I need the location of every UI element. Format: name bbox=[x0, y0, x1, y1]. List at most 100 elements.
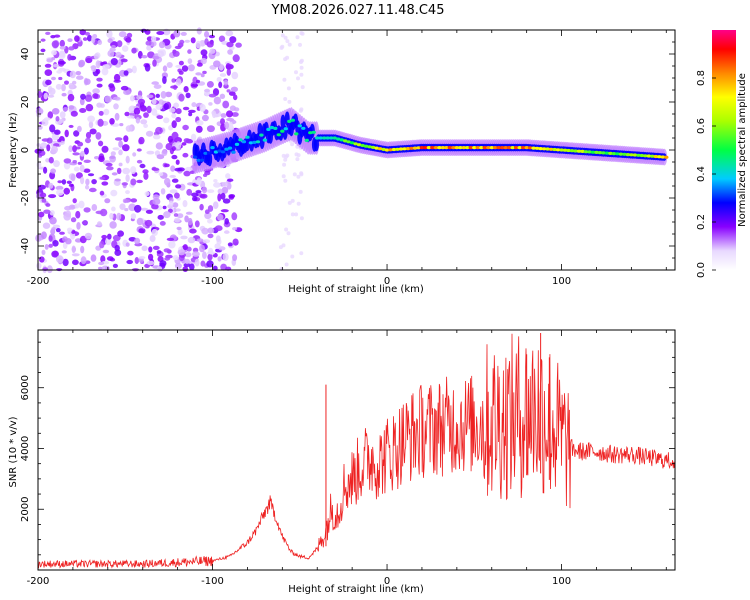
noise-blob bbox=[175, 116, 182, 123]
noise-blob bbox=[44, 117, 51, 121]
ridge-core bbox=[440, 146, 446, 150]
noise-blob bbox=[169, 107, 176, 113]
noise-blob bbox=[61, 250, 67, 254]
noise-blob bbox=[166, 237, 175, 241]
noise-blob bbox=[149, 235, 156, 242]
ridge-core bbox=[231, 150, 236, 154]
ridge-mid bbox=[207, 151, 213, 167]
ridge-core bbox=[559, 148, 564, 152]
noise-blob bbox=[65, 210, 72, 218]
noise-blob bbox=[221, 181, 229, 187]
noise-blob bbox=[228, 91, 236, 96]
noise-blob bbox=[85, 131, 92, 139]
noise-blob bbox=[112, 234, 121, 242]
noise-blob bbox=[206, 81, 214, 88]
noise-blob bbox=[137, 98, 146, 105]
noise-blob bbox=[113, 73, 121, 82]
noise-blob bbox=[59, 111, 66, 119]
noise-blob bbox=[79, 164, 85, 172]
noise-blob bbox=[172, 255, 179, 261]
noise-blob bbox=[156, 154, 165, 160]
noise-blob bbox=[48, 194, 57, 199]
noise-blob bbox=[220, 192, 226, 200]
noise-blob bbox=[183, 262, 191, 268]
noise-blob bbox=[283, 97, 288, 101]
ridge-core bbox=[322, 136, 327, 140]
noise-blob bbox=[202, 70, 207, 75]
noise-blob bbox=[118, 140, 123, 148]
noise-blob bbox=[211, 110, 217, 119]
noise-blob bbox=[72, 198, 77, 204]
noise-blob bbox=[178, 60, 184, 66]
noise-blob bbox=[72, 152, 80, 156]
noise-blob bbox=[188, 109, 196, 113]
ridge-core bbox=[409, 146, 414, 150]
noise-blob bbox=[91, 65, 97, 72]
noise-blob bbox=[97, 221, 102, 227]
noise-blob bbox=[80, 150, 85, 157]
noise-blob bbox=[94, 156, 100, 160]
noise-blob bbox=[46, 58, 54, 63]
noise-blob bbox=[51, 50, 57, 56]
noise-blob bbox=[135, 117, 141, 124]
noise-blob bbox=[191, 192, 199, 198]
noise-blob bbox=[295, 157, 300, 162]
noise-blob bbox=[56, 189, 64, 196]
noise-blob bbox=[146, 260, 155, 266]
ridge-core bbox=[489, 146, 494, 150]
noise-blob bbox=[184, 39, 190, 43]
noise-blob bbox=[281, 174, 286, 179]
noise-blob bbox=[200, 260, 206, 267]
noise-blob bbox=[178, 70, 184, 75]
colorbar-label: Normalized spectral amplitude bbox=[737, 73, 748, 227]
noise-blob bbox=[151, 81, 159, 85]
ridge-core bbox=[224, 147, 229, 151]
noise-blob bbox=[147, 51, 155, 59]
ridge-core bbox=[276, 133, 281, 137]
noise-blob bbox=[101, 145, 109, 153]
noise-blob bbox=[296, 76, 300, 81]
noise-blob bbox=[136, 148, 142, 152]
x-tick-label: -100 bbox=[201, 276, 224, 287]
noise-blob bbox=[84, 32, 90, 36]
ridge-core bbox=[461, 146, 466, 150]
noise-blob bbox=[206, 260, 214, 268]
noise-blob bbox=[233, 94, 238, 101]
ridge-core bbox=[573, 149, 578, 153]
noise-blob bbox=[96, 83, 103, 88]
noise-blob bbox=[132, 152, 137, 157]
ridge-core bbox=[534, 146, 540, 150]
noise-blob bbox=[175, 64, 182, 68]
noise-blob bbox=[180, 31, 187, 36]
noise-blob bbox=[141, 245, 148, 252]
noise-blob bbox=[182, 266, 189, 272]
noise-blob bbox=[87, 173, 95, 177]
noise-blob bbox=[59, 231, 65, 235]
noise-blob bbox=[75, 172, 83, 179]
y-tick-label: 0 bbox=[20, 147, 31, 153]
noise-blob bbox=[96, 77, 103, 82]
ridge-core bbox=[608, 151, 613, 155]
ridge-core bbox=[524, 146, 529, 150]
noise-blob bbox=[292, 172, 297, 177]
ridge-core bbox=[468, 146, 473, 150]
ridge-core bbox=[395, 147, 400, 151]
noise-blob bbox=[71, 245, 76, 254]
y-tick-label: 40 bbox=[20, 48, 31, 61]
noise-blob bbox=[156, 31, 165, 35]
noise-blob bbox=[171, 113, 177, 119]
y-tick-label: 2000 bbox=[20, 497, 31, 522]
ridge-core bbox=[301, 126, 306, 130]
x-tick-label: 100 bbox=[552, 276, 571, 287]
ridge-core bbox=[196, 158, 201, 162]
noise-blob bbox=[227, 242, 233, 247]
noise-blob bbox=[144, 263, 151, 268]
snr-series-line bbox=[38, 333, 675, 569]
noise-blob bbox=[107, 38, 113, 44]
ridge-core bbox=[241, 140, 247, 144]
noise-blob bbox=[85, 103, 94, 112]
y-tick-label: -40 bbox=[20, 238, 31, 254]
noise-blob bbox=[134, 204, 142, 213]
noise-blob bbox=[187, 58, 193, 64]
noise-blob bbox=[40, 38, 46, 42]
